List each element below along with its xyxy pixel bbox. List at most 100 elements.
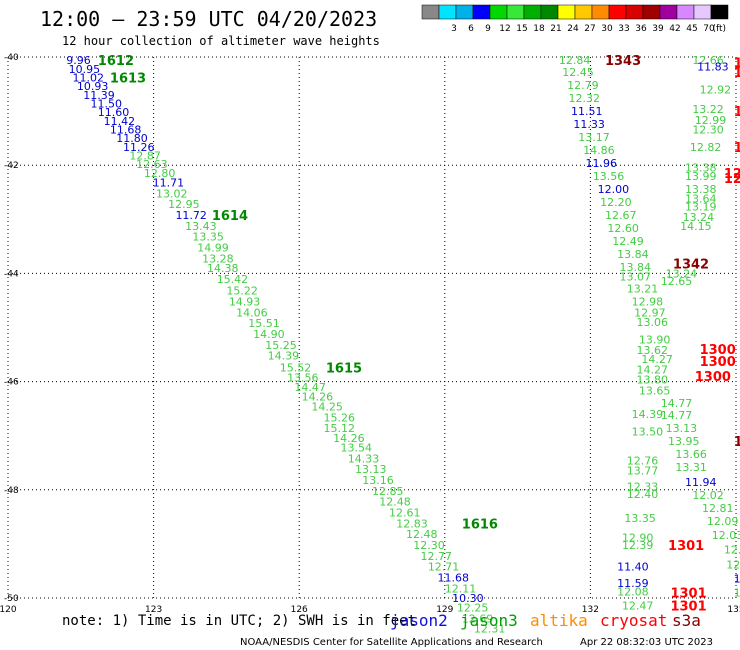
y-tick-label: -44 — [4, 269, 19, 279]
wave-height-label: 12.20 — [600, 196, 632, 209]
wave-height-label: 11.26 — [123, 141, 155, 154]
track-number-label: 1256 — [724, 167, 740, 182]
wave-height-label: 12.43 — [734, 587, 740, 600]
colorbar-swatch — [472, 4, 491, 20]
wave-height-label: 12.40 — [627, 488, 659, 501]
wave-height-label: 12.65 — [661, 275, 693, 288]
track-number-label: 1616 — [462, 517, 498, 532]
wave-height-label: 11.83 — [697, 61, 729, 74]
wave-height-label: 13.43 — [185, 220, 217, 233]
wave-height-label: 14.25 — [311, 400, 343, 413]
wave-height-label: 13.06 — [637, 316, 669, 329]
wave-height-label: 13.77 — [627, 464, 659, 477]
colorbar-swatch — [438, 4, 457, 20]
wave-height-label: 11.65 — [734, 573, 740, 586]
wave-height-label: 13.54 — [340, 442, 372, 455]
colorbar-swatch — [710, 4, 729, 20]
colorbar-swatch — [625, 4, 644, 20]
legend-item-cryosat: cryosat — [600, 611, 667, 630]
wave-height-label: 13.24 — [666, 267, 698, 280]
wave-height-label: 13.28 — [202, 252, 234, 265]
wave-height-label: 14.27 — [637, 364, 669, 377]
credit-text: NOAA/NESDIS Center for Satellite Applica… — [240, 637, 543, 648]
wave-height-label: 12.03 — [712, 529, 740, 542]
wave-height-label: 12.49 — [612, 235, 644, 248]
wave-height-label: 12.36 — [724, 543, 740, 556]
wave-height-label: 12.83 — [396, 517, 428, 530]
colorbar-label: 42 — [669, 24, 680, 34]
wave-height-label: 11.68 — [438, 571, 470, 584]
wave-height-label: 11.68 — [110, 123, 142, 136]
colorbar-label: 24 — [567, 24, 579, 34]
wave-height-label: 11.59 — [617, 577, 649, 590]
wave-height-label: 12.87 — [129, 149, 161, 162]
wave-height-label: 11.94 — [685, 476, 717, 489]
wave-height-label: 13.84 — [620, 261, 652, 274]
wave-height-label: 12.80 — [144, 167, 176, 180]
x-tick-label: 126 — [291, 605, 308, 615]
wave-height-label: 12.76 — [627, 455, 659, 468]
wave-height-label: 12.95 — [168, 198, 200, 211]
colorbar-swatch — [642, 4, 661, 20]
colorbar-swatch — [489, 4, 508, 20]
y-tick-label: -50 — [4, 594, 19, 604]
wave-height-label: 11.80 — [116, 132, 148, 145]
wave-height-label: 12.39 — [622, 539, 654, 552]
wave-height-label: 12.08 — [617, 586, 649, 599]
track-number-label: 1301 — [668, 539, 704, 554]
wave-height-label: 12.66 — [692, 54, 724, 67]
wave-height-label: 13.56 — [287, 371, 319, 384]
wave-height-label: 12.67 — [605, 209, 637, 222]
wave-height-label: 12.81 — [702, 502, 734, 515]
wave-height-label: 12.32 — [569, 92, 601, 105]
colorbar-swatch — [523, 4, 542, 20]
colorbar-label: 6 — [468, 24, 474, 34]
wave-height-label: 13.19 — [685, 200, 717, 213]
wave-height-label: 12.60 — [607, 222, 639, 235]
wave-height-label: 12.45 — [562, 66, 594, 79]
wave-height-label: 12.47 — [622, 600, 654, 613]
wave-height-label: 14.15 — [680, 220, 712, 233]
satellite-legend: jason2 jason3 altika cryosat s3a — [390, 611, 701, 630]
wave-height-label: 14.39 — [268, 350, 300, 363]
wave-height-label: 11.39 — [83, 89, 115, 102]
wave-height-label: 12.30 — [692, 123, 724, 136]
wave-height-label: 14.86 — [583, 144, 615, 157]
colorbar-label: 27 — [584, 24, 595, 34]
colorbar-label: 3 — [451, 24, 457, 34]
wave-height-label: 13.16 — [362, 474, 394, 487]
x-tick-label: 135 — [727, 605, 740, 615]
wave-height-label: 11.42 — [104, 115, 135, 128]
track-number-label: 1342 — [673, 258, 709, 273]
wave-height-label: 12.99 — [695, 114, 727, 127]
colorbar-label: 30 — [601, 24, 613, 34]
color-scale-bar: 3 6 9 12 15 18 21 24 27 30 33 36 39 42 45 70(ft) — [421, 4, 729, 34]
wave-height-label: 12.00 — [598, 183, 630, 196]
x-tick-label: 132 — [582, 605, 599, 615]
wave-height-label: 12.31 — [474, 622, 506, 635]
wave-height-label: 13.56 — [593, 170, 625, 183]
y-tick-label: -46 — [4, 378, 19, 388]
wave-height-label: 14.99 — [197, 241, 229, 254]
wave-height-label: 12.90 — [622, 531, 654, 544]
track-number-label: 1300 — [695, 370, 731, 385]
colorbar-unit: (ft) — [712, 24, 726, 34]
wave-height-label: 12.98 — [632, 296, 664, 309]
colorbar-swatch — [693, 4, 712, 20]
wave-height-label: 12.30 — [413, 539, 445, 552]
wave-height-label: 13.13 — [355, 463, 387, 476]
legend-item-s3a: s3a — [672, 611, 701, 630]
wave-height-label: 12.82 — [690, 141, 722, 154]
wave-height-label: 15.42 — [217, 273, 249, 286]
wave-height-label: 10.95 — [69, 63, 101, 76]
timestamp-text: Apr 22 08:32:03 UTC 2023 — [580, 637, 713, 648]
colorbar-label: 21 — [550, 24, 561, 34]
axis-ticks: 120 123 126 129 132 135 -40 -42 -44 -46 -48 -50 — [0, 53, 740, 615]
note-text: note: 1) Time is in UTC; 2) SWH is in fe… — [62, 613, 416, 629]
wave-height-label: 12.48 — [406, 528, 438, 541]
wave-height-label: 13.99 — [685, 170, 717, 183]
wave-height-label: 11.50 — [91, 98, 123, 111]
wave-height-label: 12.48 — [379, 496, 411, 509]
track-number-label: 1260 — [734, 66, 740, 81]
track-number-label: 1300 — [700, 355, 736, 370]
